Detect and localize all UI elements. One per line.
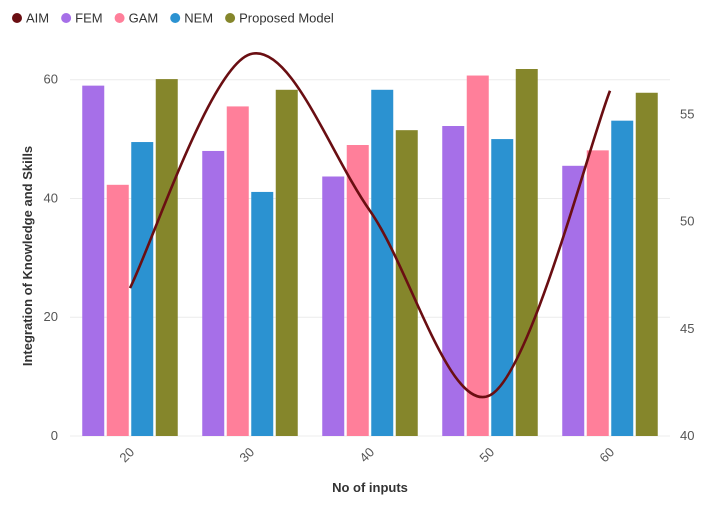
legend-swatch (61, 13, 72, 23)
bars (82, 69, 658, 437)
y-axis-title: Integration of Knowledge and Skills (20, 146, 35, 366)
legend-swatch (225, 13, 236, 23)
x-axis: 20 30 40 50 60 (116, 444, 617, 465)
x-tick-label: 20 (116, 444, 137, 465)
line-layer (128, 52, 612, 399)
bar-nem (491, 139, 514, 437)
left-tick-label: 20 (44, 309, 58, 324)
bar-proposed-model (515, 69, 538, 436)
bar-gam (466, 75, 489, 436)
right-tick-label: 50 (680, 214, 694, 229)
left-axis: 0 20 40 60 (44, 72, 58, 443)
legend-swatch (12, 13, 22, 23)
x-tick-label: 60 (596, 444, 617, 465)
bar-fem (562, 165, 585, 437)
right-axis: 40 45 50 55 (680, 106, 694, 443)
bar-nem (611, 120, 634, 436)
right-tick-label: 55 (680, 106, 694, 121)
legend-swatch (114, 13, 125, 23)
legend-label: GAM (129, 11, 159, 26)
bar-nem (251, 191, 274, 436)
left-tick-label: 60 (44, 72, 58, 87)
legend-item-proposed-model: Proposed Model (225, 11, 334, 26)
legend-item-nem: NEM (170, 11, 213, 26)
legend-item-gam: GAM (114, 11, 159, 26)
bar-nem (371, 89, 394, 436)
bar-fem (322, 176, 345, 436)
bar-nem (131, 142, 154, 437)
left-tick-label: 0 (51, 428, 58, 443)
x-tick-label: 50 (476, 444, 497, 465)
legend-swatch (170, 13, 181, 23)
legend: AIM FEM GAM NEM Proposed Model (12, 11, 334, 26)
bar-gam (106, 184, 129, 436)
legend-label: NEM (184, 11, 213, 26)
line-aim (128, 52, 612, 399)
bar-fem (442, 126, 465, 437)
bar-gam (226, 106, 249, 437)
bar-proposed-model (275, 89, 298, 436)
bar-fem (82, 85, 105, 436)
bar-fem (202, 150, 225, 436)
bar-proposed-model (635, 92, 658, 436)
right-tick-label: 40 (680, 428, 694, 443)
bar-proposed-model (155, 79, 178, 437)
legend-item-aim: AIM (12, 11, 49, 26)
legend-label: AIM (26, 11, 49, 26)
x-tick-label: 30 (236, 444, 257, 465)
legend-item-fem: FEM (61, 11, 103, 26)
left-tick-label: 40 (44, 190, 58, 205)
x-tick-label: 40 (356, 444, 377, 465)
bar-gam (346, 145, 369, 436)
legend-label: Proposed Model (239, 11, 334, 26)
legend-label: FEM (75, 11, 102, 26)
bar-gam (586, 150, 609, 437)
x-axis-title: No of inputs (332, 480, 408, 495)
right-tick-label: 45 (680, 321, 694, 336)
